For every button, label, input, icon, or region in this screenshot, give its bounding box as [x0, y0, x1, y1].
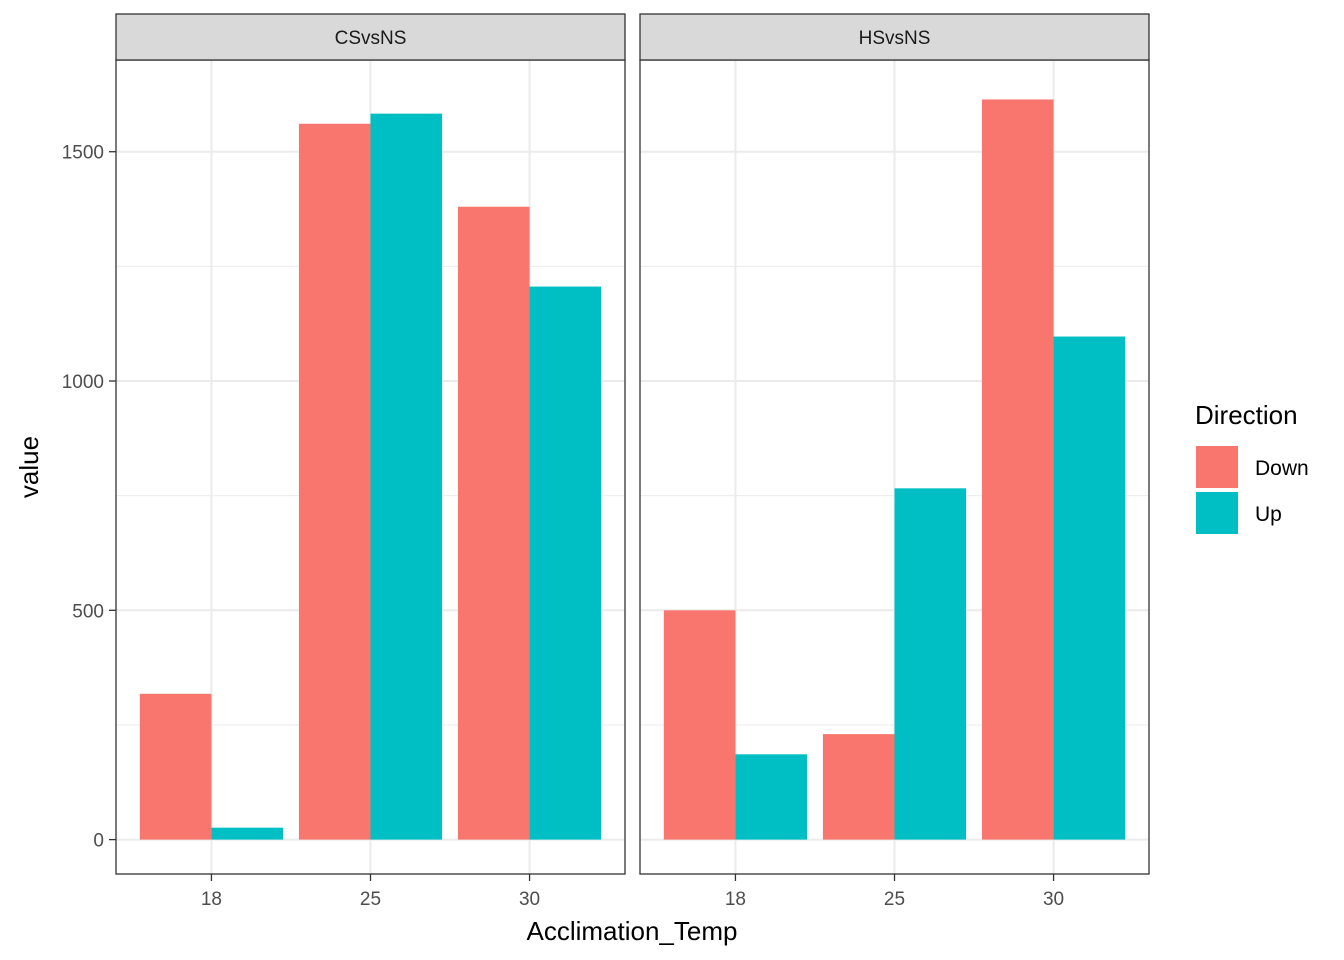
legend: Direction Down Up [1195, 400, 1309, 534]
x-tick-label: 30 [519, 889, 540, 910]
y-tick-label: 1500 [62, 143, 104, 164]
bar-HSvsNS-25-down [822, 734, 895, 840]
y-tick-label: 500 [72, 601, 104, 622]
x-tick-label: 25 [360, 889, 381, 910]
legend-label-down: Down [1255, 457, 1309, 480]
strip-background [115, 13, 626, 61]
legend-label-up: Up [1255, 503, 1282, 526]
y-axis-title: value [14, 436, 44, 498]
x-tick-label: 18 [201, 889, 222, 910]
bar-CSvsNS-30-down [457, 206, 530, 840]
facet-panel-HSvsNS: HSvsNS 18 25 30 [639, 13, 1150, 910]
bar-HSvsNS-18-up [735, 754, 808, 840]
bar-HSvsNS-18-down [663, 610, 736, 840]
bar-CSvsNS-18-down [139, 693, 212, 840]
legend-title: Direction [1195, 400, 1298, 430]
x-tick-label: 18 [725, 889, 746, 910]
bar-CSvsNS-25-up [370, 113, 443, 840]
x-tick-label: 30 [1043, 889, 1064, 910]
strip-background [639, 13, 1150, 61]
legend-key-up [1196, 492, 1238, 534]
facet-panel-CSvsNS: CSvsNS 18 25 30 0 500 1000 1500 [62, 13, 626, 910]
y-tick-label: 1000 [62, 372, 104, 393]
y-tick-label: 0 [93, 831, 104, 852]
bar-CSvsNS-18-up [211, 827, 284, 840]
strip-label: HSvsNS [859, 28, 931, 49]
x-axis-title: Acclimation_Temp [527, 916, 738, 946]
bar-CSvsNS-30-up [529, 286, 602, 840]
legend-key-down [1196, 446, 1238, 488]
x-tick-label: 25 [884, 889, 905, 910]
bar-HSvsNS-25-up [894, 488, 967, 840]
bar-CSvsNS-25-down [298, 123, 371, 840]
strip-label: CSvsNS [335, 28, 407, 49]
bar-HSvsNS-30-up [1053, 336, 1126, 840]
facet-panels: CSvsNS 18 25 30 0 500 1000 1500 HSvsNS 18 25 30 [62, 13, 1150, 910]
bar-HSvsNS-30-down [981, 99, 1054, 840]
